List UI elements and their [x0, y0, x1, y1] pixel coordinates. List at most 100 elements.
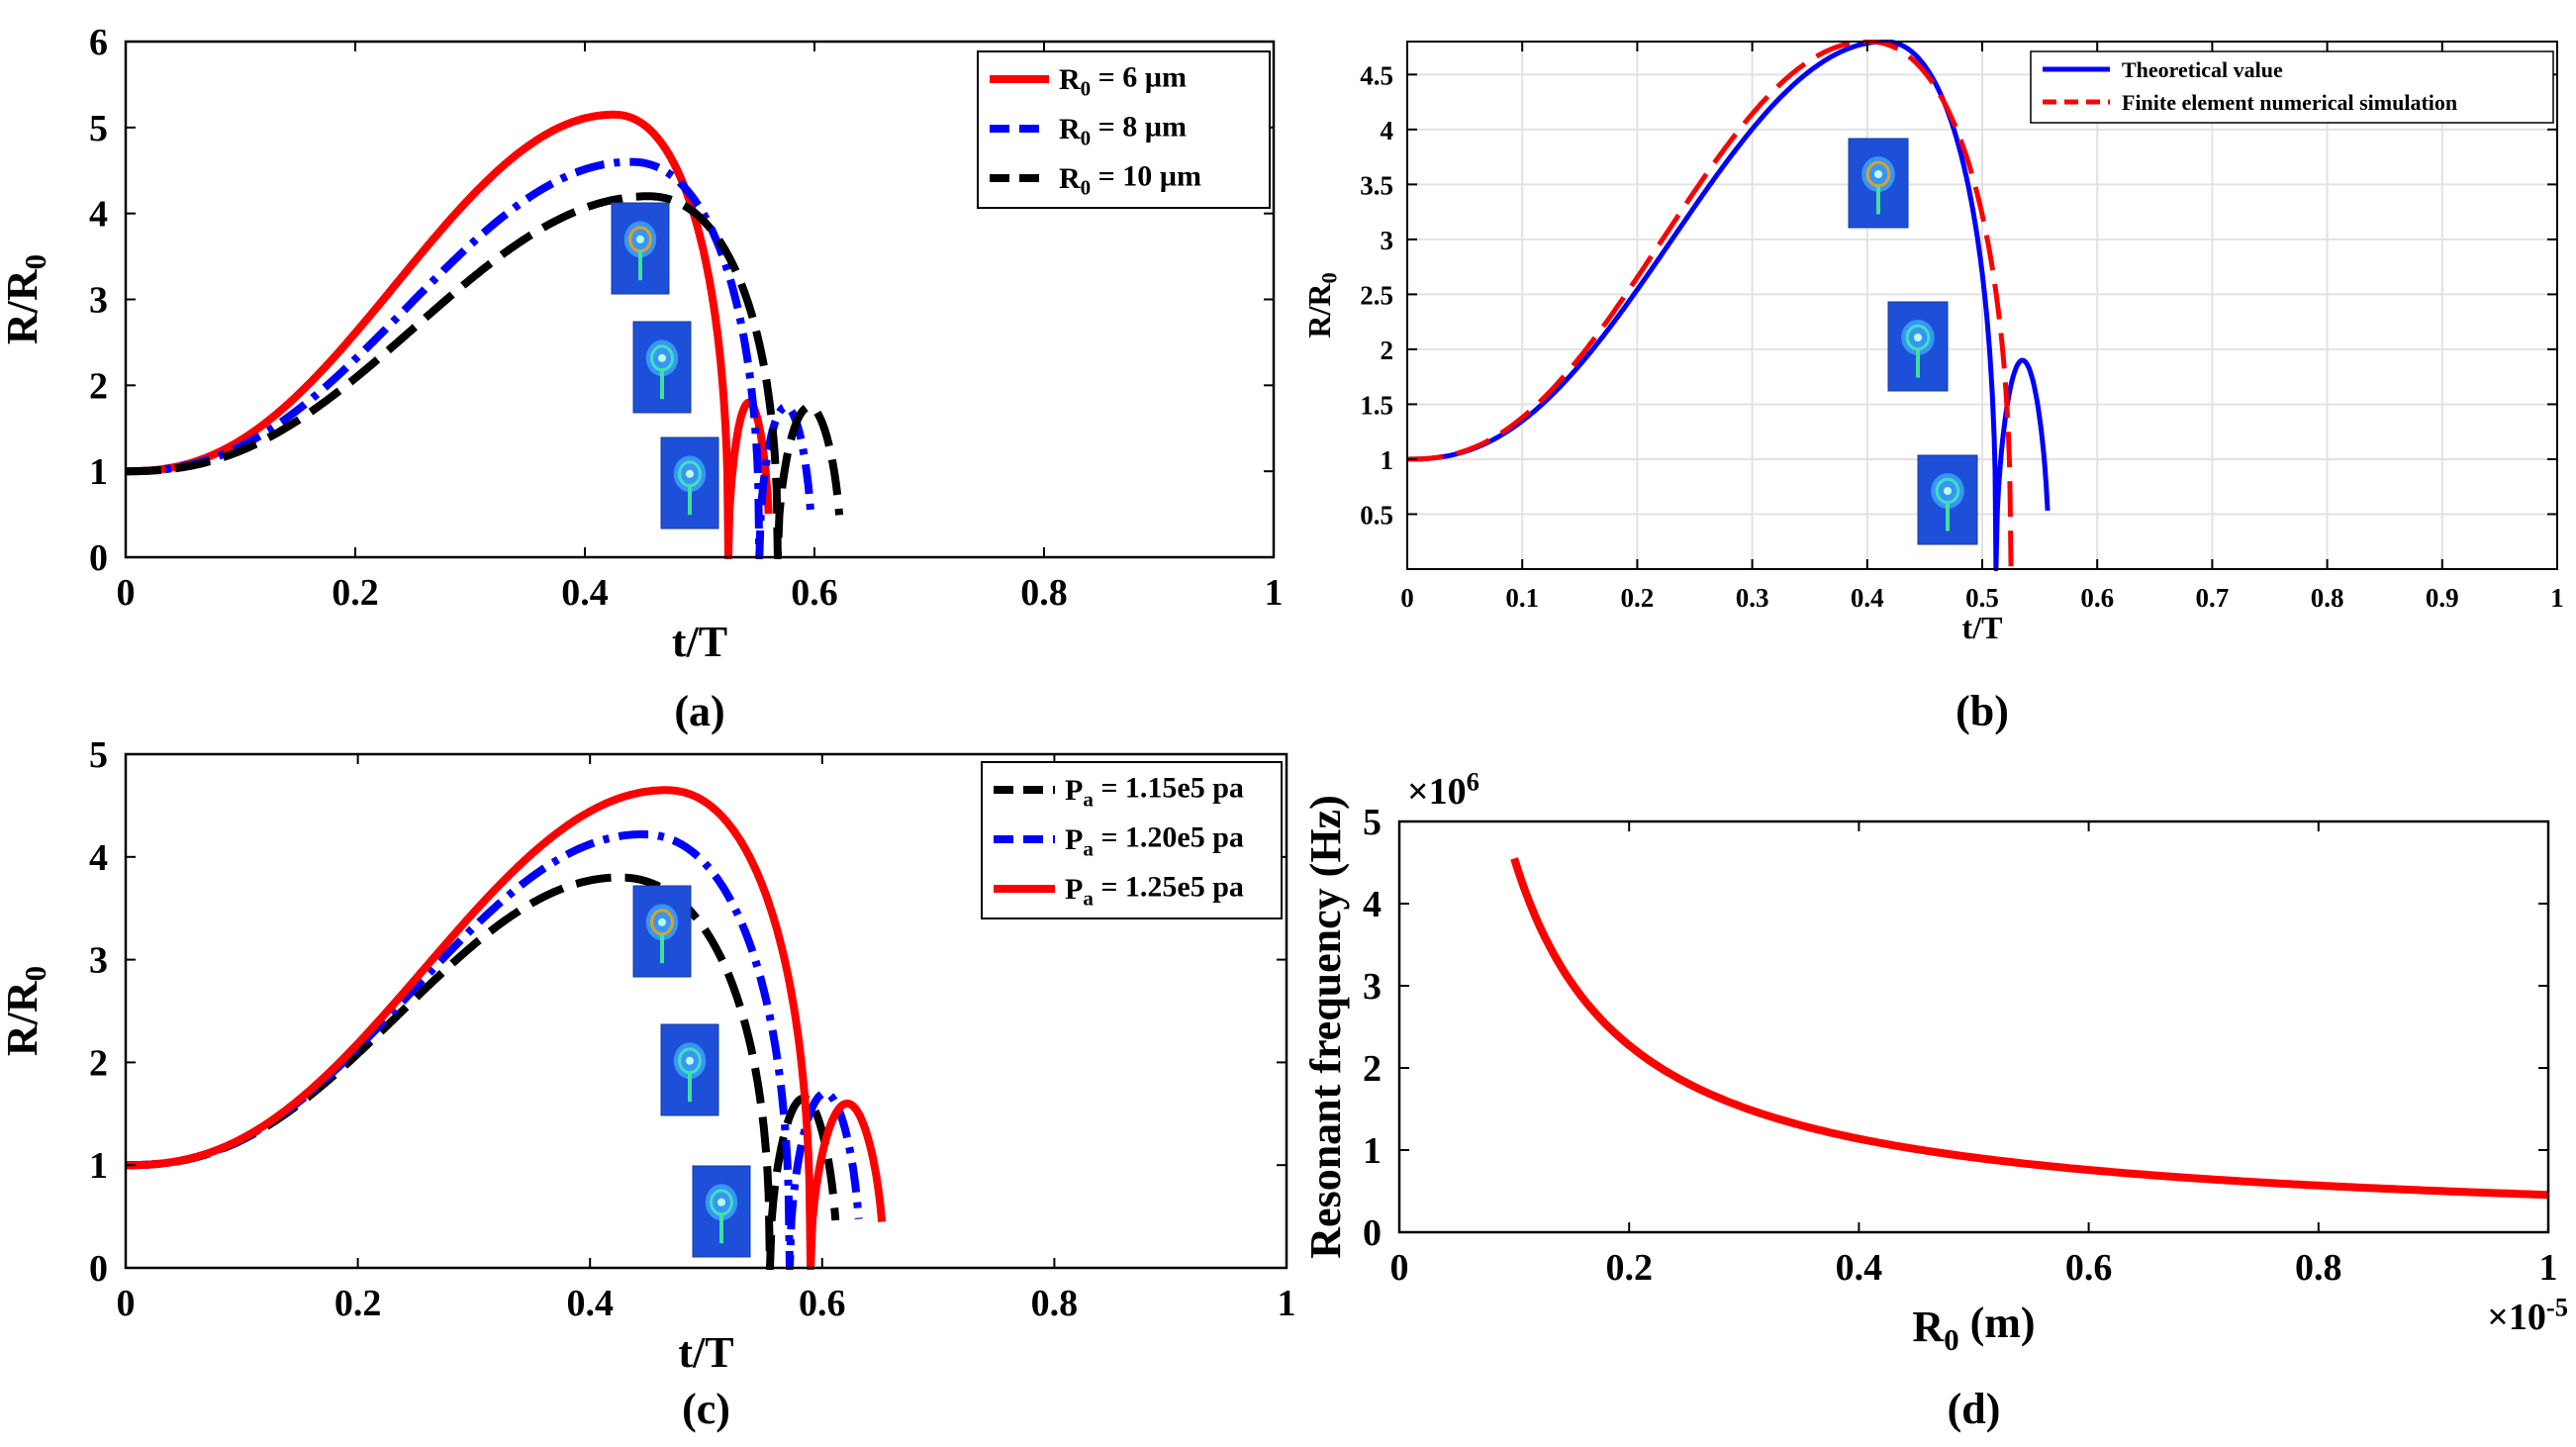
y-tick-label: 4.5	[1360, 60, 1393, 90]
simulation-inset-image	[660, 1023, 719, 1116]
x-tick-label: 0.4	[1836, 1247, 1883, 1289]
x-tick-label: 0.6	[791, 572, 838, 614]
x-tick-label: 0	[117, 1283, 136, 1324]
simulation-inset-image	[1917, 454, 1978, 545]
y-tick-label: 6	[89, 22, 108, 63]
series-group	[126, 786, 887, 1270]
y-tick-label: 1	[89, 451, 108, 493]
y-tick-label: 1	[1363, 1130, 1382, 1172]
legend-entry: R0 = 8 µm	[1059, 110, 1187, 149]
x-tick-label: 1	[2550, 583, 2564, 613]
x-tick-label: 1	[2539, 1247, 2558, 1289]
x-tick-label: 0.2	[1605, 1247, 1653, 1289]
x-tick-label: 0.2	[334, 1283, 382, 1324]
x-tick-label: 0.3	[1736, 583, 1769, 613]
x-tick-label: 0.9	[2426, 583, 2459, 613]
x-axis-label: t/T	[1962, 610, 2003, 645]
panel-a: 0 0.2 0.4 0.6 0.8 1 0 1 2 3 4 5 6 t/T R/R0 (a) R0 = 6 µm…	[0, 22, 1284, 735]
series-group	[1510, 857, 2548, 1200]
legend-entry: Pa = 1.25e5 pa	[1065, 870, 1244, 910]
x-tick-label: 0.4	[1851, 583, 1884, 613]
x-axis-label: t/T	[678, 1328, 733, 1377]
y-axis-label: R/R0	[1301, 272, 1342, 338]
y-tick-label: 3	[89, 940, 108, 982]
x-tick-label: 0.6	[2065, 1247, 2113, 1289]
y-tick-label: 1.5	[1360, 390, 1393, 420]
y-axis-label: R/R0	[0, 966, 52, 1056]
y-multiplier: ×106	[1407, 767, 1479, 813]
x-tick-label: 0.8	[2295, 1247, 2342, 1289]
simulation-inset-image	[632, 321, 692, 414]
y-axis-label: Resonant frequency (Hz)	[1301, 795, 1350, 1258]
series-line-1	[126, 110, 773, 559]
y-tick-label: 5	[89, 108, 108, 149]
series-group	[126, 110, 844, 559]
panel-label: (d)	[1948, 1385, 2001, 1433]
simulation-inset-image	[660, 436, 719, 530]
y-tick-label: 4	[89, 837, 108, 879]
x-tick-label: 0	[117, 572, 136, 614]
x-tick-label: 1	[1265, 572, 1284, 614]
x-tick-label: 0	[1400, 583, 1414, 613]
y-tick-label: 0.5	[1360, 500, 1393, 530]
x-tick-label: 0	[1390, 1247, 1409, 1289]
panel-label: (b)	[1956, 687, 2009, 735]
plot-area	[1399, 821, 2548, 1232]
y-tick-label: 2	[1381, 336, 1394, 365]
panel-d: 0 0.2 0.4 0.6 0.8 1 0 1 2 3 4 5 R0 (m) Resonant frequ…	[1301, 767, 2568, 1433]
y-tick-label: 4	[1363, 884, 1382, 925]
y-axis-label: R/R0	[0, 254, 52, 344]
series-line-3	[126, 786, 887, 1270]
legend-entry: R0 = 10 µm	[1059, 159, 1201, 199]
y-tick-label: 2	[1363, 1048, 1382, 1090]
series-line-2	[126, 157, 815, 559]
simulation-inset-image	[1887, 301, 1949, 392]
axes-frame	[124, 752, 1288, 1270]
y-tick-label: 0	[89, 537, 108, 579]
legend: Pa = 1.15e5 pa Pa = 1.20e5 pa Pa = 1.25e5 …	[981, 761, 1283, 919]
x-tick-label: 0.8	[1031, 1283, 1079, 1324]
legend-entry: Pa = 1.15e5 pa	[1065, 771, 1244, 811]
x-tick-label: 0.6	[799, 1283, 846, 1324]
x-tick-label: 1	[1278, 1283, 1296, 1324]
axes-frame	[1397, 820, 2550, 1234]
x-tick-label: 0.5	[1965, 583, 1999, 613]
panel-b: 0 0.1 0.2 0.3 0.4 0.5 0.6 0.7 0.8 0.9 1 0.5 1 1.5 2 2.5…	[1301, 40, 2564, 735]
series-line-3	[126, 192, 844, 559]
y-tick-label: 2	[89, 1042, 108, 1084]
x-tick-label: 0.6	[2080, 583, 2114, 613]
x-tick-label: 0.8	[2311, 583, 2344, 613]
y-tick-label: 0	[89, 1248, 108, 1290]
legend-entry: R0 = 6 µm	[1059, 60, 1187, 100]
y-tick-label: 2.5	[1360, 280, 1393, 310]
x-tick-label: 0.1	[1505, 583, 1539, 613]
y-tick-label: 5	[89, 734, 108, 776]
simulation-inset-image	[632, 885, 692, 978]
y-tick-label: 3	[89, 280, 108, 322]
series-line-1	[1407, 40, 2051, 571]
panel-label: (a)	[674, 687, 724, 735]
y-tick-label: 2	[89, 365, 108, 407]
series-group	[1407, 40, 2051, 571]
simulation-inset-image	[611, 202, 670, 295]
series-line-1	[126, 873, 840, 1270]
legend-box	[2030, 50, 2554, 124]
x-tick-label: 0.2	[1621, 583, 1655, 613]
simulation-inset-image	[1848, 138, 1909, 229]
legend-entry: Pa = 1.20e5 pa	[1065, 820, 1244, 860]
panel-c: 0 0.2 0.4 0.6 0.8 1 0 1 2 3 4 5 t/T R/R0 (c) Pa = 1.15e…	[0, 734, 1296, 1433]
legend: Theoretical value Finite element numerica…	[2030, 50, 2554, 124]
legend-entry: Theoretical value	[2122, 57, 2283, 82]
x-multiplier: ×10-5	[2487, 1293, 2568, 1338]
y-tick-label: 1	[1381, 445, 1394, 475]
x-axis-label: R0 (m)	[1912, 1299, 2035, 1357]
series-line-2	[126, 830, 863, 1270]
y-tick-label: 3.5	[1360, 170, 1393, 200]
y-tick-label: 4	[89, 194, 108, 236]
x-tick-label: 0.2	[332, 572, 379, 614]
y-tick-label: 3	[1363, 966, 1382, 1008]
y-tick-label: 0	[1363, 1212, 1382, 1254]
legend-entry: Finite element numerical simulation	[2122, 90, 2457, 115]
x-axis-label: t/T	[672, 618, 727, 666]
